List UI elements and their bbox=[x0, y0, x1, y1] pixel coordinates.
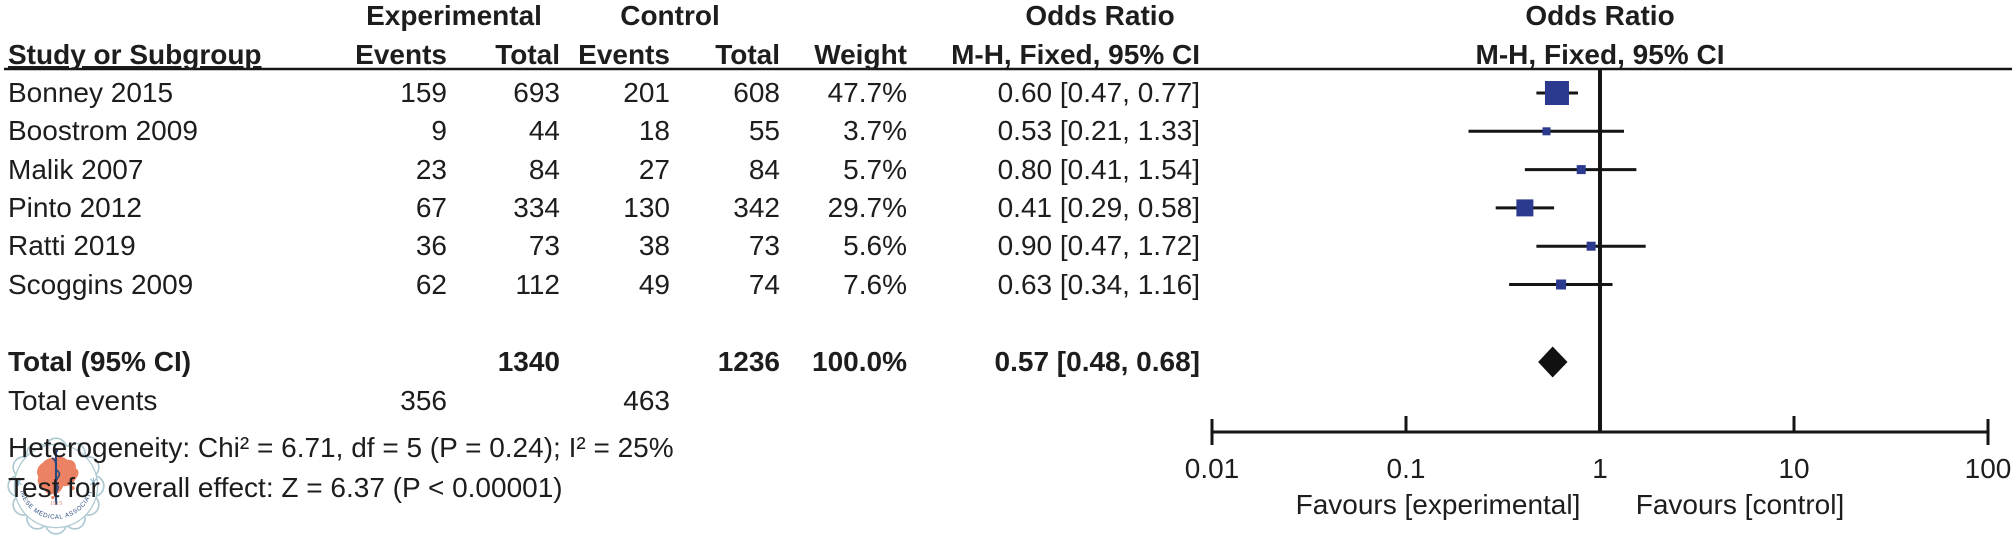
group-header-experimental: Experimental bbox=[366, 0, 542, 31]
chinese-medical-association-logo: 1915 CHINESE MEDICAL ASSOCIATION bbox=[4, 434, 105, 535]
exp-events-cell: 62 bbox=[415, 268, 447, 300]
exp-events-cell: 23 bbox=[415, 153, 447, 185]
study-name: Pinto 2012 bbox=[8, 191, 142, 223]
odds-ratio-cell: 0.53 [0.21, 1.33] bbox=[997, 115, 1200, 147]
exp-total-cell: 334 bbox=[513, 191, 560, 223]
total-events-label: Total events bbox=[8, 385, 158, 416]
column-header-odds-ratio-text: Odds Ratio bbox=[1025, 0, 1175, 31]
ctrl-total-cell: 55 bbox=[748, 115, 780, 147]
logo-year: 1915 bbox=[50, 500, 62, 507]
column-header-exp-events: Events bbox=[355, 39, 447, 70]
study-name: Ratti 2019 bbox=[8, 230, 136, 262]
group-header-control: Control bbox=[620, 0, 720, 31]
weight-cell: 29.7% bbox=[827, 191, 907, 223]
ctrl-total-cell: 73 bbox=[748, 230, 780, 262]
column-header-weight: Weight bbox=[814, 39, 907, 70]
weight-cell: 5.6% bbox=[843, 230, 907, 262]
column-header-method-ci: M-H, Fixed, 95% CI bbox=[951, 39, 1200, 70]
column-header-ctrl-events: Events bbox=[578, 39, 670, 70]
exp-events-cell: 36 bbox=[415, 230, 447, 262]
ctrl-total-cell: 74 bbox=[748, 268, 780, 300]
ctrl-events-cell: 130 bbox=[623, 191, 670, 223]
plot-header-odds-ratio: Odds Ratio bbox=[1525, 0, 1675, 31]
study-name: Bonney 2015 bbox=[8, 77, 174, 108]
column-header-ctrl-total: Total bbox=[715, 39, 780, 70]
exp-total-cell: 73 bbox=[528, 230, 560, 262]
heterogeneity-line: Heterogeneity: Chi² = 6.71, df = 5 (P = … bbox=[8, 432, 674, 463]
staff-head bbox=[53, 448, 59, 453]
right-floret-icon bbox=[89, 477, 97, 486]
hainan-dot bbox=[51, 495, 55, 500]
study-name: Malik 2007 bbox=[8, 153, 144, 185]
total-weight-cell: 100.0% bbox=[812, 346, 907, 377]
china-map-icon bbox=[37, 456, 79, 495]
total-exp-total-cell: 1340 bbox=[497, 346, 560, 377]
ctrl-total-cell: 608 bbox=[733, 77, 780, 108]
weight-cell: 7.6% bbox=[843, 268, 907, 300]
total-events-ctrl-cell: 463 bbox=[623, 385, 670, 416]
total-odds-ratio-cell: 0.57 [0.48, 0.68] bbox=[994, 346, 1200, 377]
odds-ratio-cell: 0.90 [0.47, 1.72] bbox=[997, 230, 1200, 262]
exp-total-cell: 693 bbox=[513, 77, 560, 108]
odds-ratio-cell: 0.63 [0.34, 1.16] bbox=[997, 268, 1200, 300]
odds-ratio-cell: 0.41 [0.29, 0.58] bbox=[997, 191, 1200, 223]
ctrl-events-cell: 18 bbox=[638, 115, 670, 147]
odds-ratio-cell: 0.80 [0.41, 1.54] bbox=[997, 153, 1200, 185]
ctrl-events-cell: 49 bbox=[638, 268, 670, 300]
total-events-exp-cell: 356 bbox=[400, 385, 447, 416]
exp-events-cell: 67 bbox=[415, 191, 447, 223]
ctrl-total-cell: 342 bbox=[733, 191, 780, 223]
exp-total-cell: 112 bbox=[515, 268, 560, 300]
column-header-exp-total: Total bbox=[495, 39, 560, 70]
study-name: Boostrom 2009 bbox=[8, 115, 198, 147]
exp-total-cell: 84 bbox=[528, 153, 560, 185]
weight-cell: 3.7% bbox=[843, 115, 907, 147]
ctrl-total-cell: 84 bbox=[748, 153, 780, 185]
plot-header-method-ci: M-H, Fixed, 95% CI bbox=[1475, 39, 1725, 70]
ctrl-events-cell: 27 bbox=[638, 153, 670, 185]
weight-cell: 5.7% bbox=[843, 153, 907, 185]
total-row-label: Total (95% CI) bbox=[8, 346, 192, 377]
study-name: Scoggins 2009 bbox=[8, 268, 194, 300]
total-ctrl-total-cell: 1236 bbox=[717, 346, 780, 377]
exp-events-cell: 9 bbox=[431, 115, 447, 147]
exp-events-cell: 159 bbox=[400, 77, 447, 108]
odds-ratio-cell: 0.60 [0.47, 0.77] bbox=[997, 77, 1200, 108]
weight-cell: 47.7% bbox=[827, 77, 907, 108]
left-floret-icon bbox=[15, 477, 23, 486]
snake-icon bbox=[51, 457, 61, 498]
ctrl-events-cell: 38 bbox=[638, 230, 670, 262]
ctrl-events-cell: 201 bbox=[623, 77, 670, 108]
overall-effect-line: Test for overall effect: Z = 6.37 (P < 0… bbox=[8, 472, 563, 503]
exp-total-cell: 44 bbox=[528, 115, 560, 147]
logo-inner-ring bbox=[13, 443, 99, 529]
column-header-study: Study or Subgroup bbox=[8, 39, 262, 70]
taiwan-dot bbox=[70, 486, 75, 491]
